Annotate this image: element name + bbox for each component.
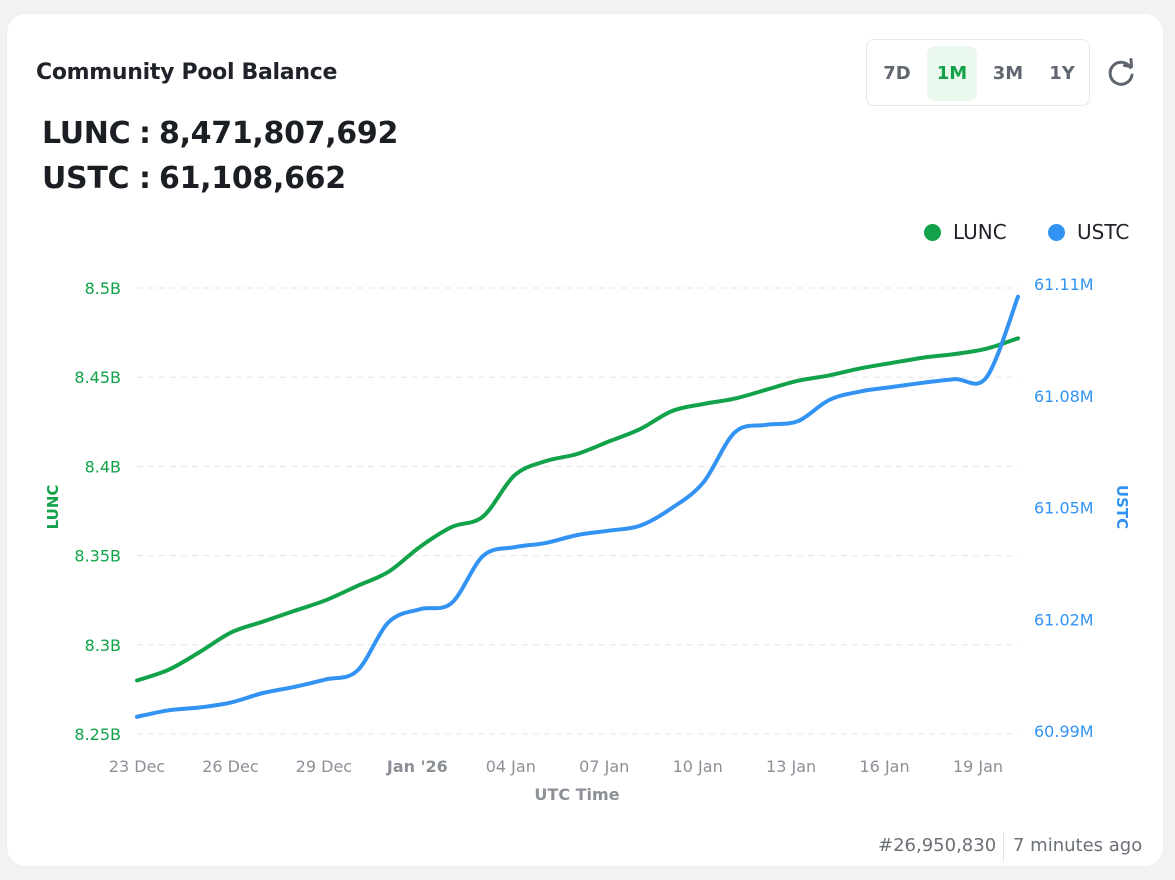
- community-pool-card: [7, 14, 1163, 866]
- y-left-tick-label: 8.4B: [85, 457, 121, 476]
- legend-lunc-dot: [924, 224, 941, 241]
- x-tick-label: 16 Jan: [860, 757, 910, 776]
- y-right-tick-label: 61.02M: [1034, 610, 1094, 629]
- y-right-tick-label: 61.05M: [1034, 499, 1094, 518]
- range-1m-button[interactable]: 1M: [927, 46, 977, 101]
- time-range-selector: 7D 1M 3M 1Y: [866, 39, 1090, 106]
- ustc-balance-colon: :: [139, 161, 151, 196]
- y-left-tick-label: 8.3B: [85, 636, 121, 655]
- range-7d-button[interactable]: 7D: [883, 63, 911, 84]
- ustc-balance-value: 61,108,662: [159, 161, 346, 196]
- lunc-balance-colon: :: [139, 116, 151, 151]
- last-updated: 7 minutes ago: [1013, 835, 1143, 856]
- series-line-lunc: [135, 336, 1020, 683]
- x-tick-label: 13 Jan: [766, 757, 816, 776]
- range-3m-button[interactable]: 3M: [992, 63, 1024, 84]
- card-title: Community Pool Balance: [36, 60, 338, 85]
- legend-ustc[interactable]: USTC: [1048, 220, 1129, 244]
- y-left-tick-label: 8.25B: [74, 725, 121, 744]
- y-left-tick-label: 8.5B: [85, 279, 121, 298]
- y-right-axis-title: USTC: [1113, 485, 1131, 529]
- lunc-balance-value: 8,471,807,692: [159, 116, 399, 151]
- x-axis-title: UTC Time: [534, 785, 619, 804]
- x-tick-label: 29 Dec: [296, 757, 352, 776]
- x-tick-label: 04 Jan: [486, 757, 536, 776]
- x-tick-label: 07 Jan: [579, 757, 629, 776]
- y-right-tick-label: 61.08M: [1034, 387, 1094, 406]
- footer-divider: [1003, 832, 1004, 862]
- y-right-tick-label: 60.99M: [1034, 722, 1094, 741]
- lunc-balance: LUNC:8,471,807,692: [42, 116, 398, 151]
- x-tick-label: 23 Dec: [109, 757, 165, 776]
- y-right-tick-label: 61.11M: [1034, 275, 1094, 294]
- legend-lunc[interactable]: LUNC: [924, 220, 1007, 244]
- legend-ustc-label: USTC: [1077, 220, 1130, 244]
- ustc-balance-label: USTC: [42, 161, 130, 196]
- legend-lunc-label: LUNC: [953, 220, 1007, 244]
- ustc-balance: USTC:61,108,662: [42, 161, 346, 196]
- x-tick-label: 10 Jan: [673, 757, 723, 776]
- legend-ustc-dot: [1048, 224, 1065, 241]
- x-tick-label: Jan '26: [386, 757, 448, 776]
- refresh-icon[interactable]: [1104, 56, 1138, 90]
- range-1y-button[interactable]: 1Y: [1049, 63, 1075, 84]
- series-line-ustc: [135, 294, 1020, 719]
- y-left-tick-label: 8.35B: [74, 547, 121, 566]
- y-left-axis-title: LUNC: [44, 485, 62, 530]
- block-height: #26,950,830: [878, 835, 997, 856]
- lunc-balance-label: LUNC: [42, 116, 131, 151]
- y-left-tick-label: 8.45B: [74, 368, 121, 387]
- x-tick-label: 19 Jan: [953, 757, 1003, 776]
- x-tick-label: 26 Dec: [202, 757, 258, 776]
